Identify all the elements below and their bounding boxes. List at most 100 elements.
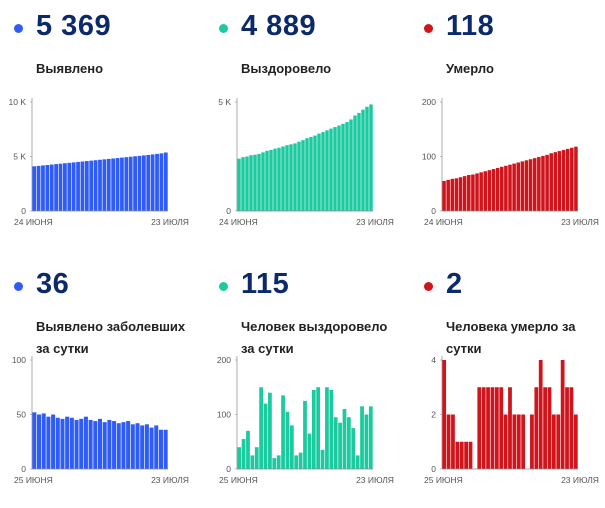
bar (111, 158, 116, 211)
bar (273, 148, 277, 211)
bar (329, 389, 334, 469)
bar (464, 441, 469, 469)
y-tick-label: 200 (217, 355, 231, 365)
bar (245, 156, 249, 211)
bar (569, 387, 574, 469)
bar (313, 135, 317, 211)
headline-label: Выявлено (36, 61, 104, 76)
bar (560, 360, 565, 469)
bar (135, 423, 140, 469)
bar (305, 138, 309, 211)
bar (46, 416, 51, 469)
y-tick-label: 0 (431, 464, 436, 474)
bar (491, 169, 496, 211)
bar (298, 452, 303, 469)
bar (341, 123, 345, 211)
bar (106, 158, 111, 211)
bar (504, 165, 508, 211)
bar (357, 112, 361, 211)
bar (530, 414, 534, 469)
bar (538, 360, 543, 469)
bar (545, 154, 549, 211)
bar (537, 157, 541, 211)
bar (126, 421, 131, 469)
bar (102, 422, 107, 469)
bar (261, 152, 265, 211)
headline-value: 36 (36, 268, 70, 300)
y-tick-label: 0 (21, 464, 26, 474)
bar (528, 159, 533, 211)
bar (475, 173, 479, 211)
y-tick-label: 200 (422, 97, 436, 107)
bar (257, 153, 261, 211)
bar (268, 392, 272, 469)
bar (521, 414, 526, 469)
x-start-label: 25 ИЮНЯ (424, 475, 463, 485)
bar (321, 132, 325, 211)
bar (98, 159, 102, 211)
y-tick-label: 2 (431, 410, 436, 420)
x-end-label: 23 ИЮЛЯ (356, 217, 394, 227)
bar (120, 157, 124, 211)
bar (446, 414, 451, 469)
bar (468, 441, 473, 469)
bar (281, 395, 285, 469)
bar (565, 387, 569, 469)
bar (499, 387, 504, 469)
bar (88, 419, 93, 469)
bar (477, 387, 482, 469)
bar (337, 125, 341, 211)
bar (338, 422, 342, 469)
bar-chart: 0 2 4 25 ИЮНЯ 23 ИЮЛЯ (424, 355, 599, 485)
bar (83, 416, 88, 469)
headline-label: Выявлено заболевших за сутки (36, 319, 186, 356)
bar (364, 414, 369, 469)
bar (316, 387, 321, 469)
bar (281, 146, 285, 211)
bar (272, 458, 277, 469)
bar (458, 177, 463, 211)
bar (294, 455, 299, 470)
bar (333, 127, 337, 211)
bar (486, 387, 490, 469)
x-start-label: 25 ИЮНЯ (219, 475, 258, 485)
headline-label: Выздоровело (241, 61, 332, 76)
bar (467, 175, 471, 211)
bar (63, 163, 67, 211)
y-tick-label: 0 (21, 206, 26, 216)
y-tick-label: 50 (17, 410, 27, 420)
bar (144, 424, 149, 469)
bar (369, 104, 373, 211)
bar (65, 416, 70, 469)
bar (512, 414, 517, 469)
bar (289, 425, 294, 469)
headline-value: 118 (446, 10, 495, 42)
series-dot-icon (219, 282, 228, 291)
bar (547, 387, 552, 469)
bar (454, 178, 459, 211)
y-tick-label: 4 (431, 355, 436, 365)
x-end-label: 23 ИЮЛЯ (561, 475, 599, 485)
bar (121, 422, 126, 469)
x-start-label: 25 ИЮНЯ (14, 475, 53, 485)
bar (237, 158, 241, 211)
series-dot-icon (14, 282, 23, 291)
bar-chart: 0 50 100 25 ИЮНЯ 23 ИЮЛЯ (12, 355, 189, 485)
bar (289, 144, 293, 211)
bar (442, 181, 446, 211)
bar (115, 158, 120, 211)
bar (541, 155, 545, 211)
bar (360, 406, 364, 469)
bar (570, 147, 574, 211)
y-tick-label: 5 K (13, 152, 26, 162)
bar (112, 421, 117, 469)
bar (573, 414, 578, 469)
bar (60, 418, 65, 469)
series-dot-icon (219, 24, 228, 33)
bar (45, 165, 50, 211)
bar (320, 449, 325, 469)
bar (487, 170, 492, 212)
bar (265, 150, 269, 211)
bar (36, 165, 41, 211)
x-start-label: 24 ИЮНЯ (14, 217, 53, 227)
